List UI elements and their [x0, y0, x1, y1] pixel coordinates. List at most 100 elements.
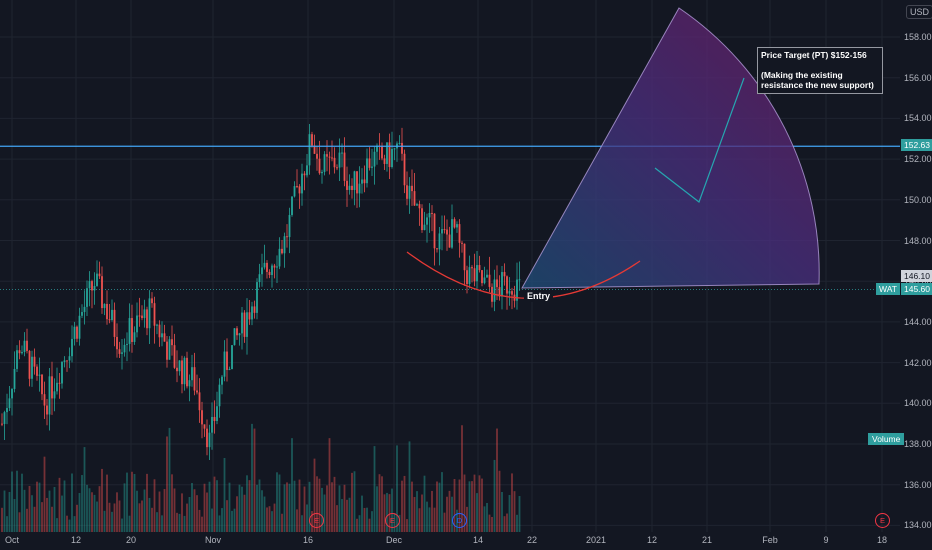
volume-bar — [301, 515, 303, 532]
volume-bar — [33, 506, 36, 532]
candle-body — [198, 392, 201, 411]
volume-bar — [328, 438, 331, 532]
candle-body — [236, 328, 238, 336]
volume-bar — [86, 484, 88, 532]
time-tick: Feb — [762, 535, 778, 545]
entry-label[interactable]: Entry — [524, 290, 554, 302]
currency-label[interactable]: USD — [906, 5, 932, 19]
volume-bar — [408, 441, 411, 532]
time-axis[interactable]: Oct 12 20 Nov 16 Dec 14 22 2021 12 21 Feb 9 18 — [0, 532, 932, 550]
dividend-event-icon[interactable]: D — [452, 513, 467, 528]
volume-bar — [181, 493, 183, 532]
candle-body — [486, 274, 488, 278]
volume-bar — [216, 480, 218, 532]
volume-bar — [146, 473, 148, 532]
candle-body — [428, 212, 431, 218]
volume-bar — [131, 471, 133, 532]
volume-bar — [391, 488, 393, 532]
earnings-event-icon[interactable]: E — [309, 513, 324, 528]
earnings-event-icon[interactable]: E — [385, 513, 400, 528]
volume-bar — [453, 478, 456, 532]
candle-body — [191, 367, 193, 381]
volume-bar — [268, 506, 271, 532]
volume-bar — [491, 516, 493, 532]
volume-bar — [1, 507, 3, 532]
volume-bar — [448, 490, 451, 532]
volume-bar — [351, 472, 353, 532]
candle-body — [156, 324, 158, 326]
price-tick: 148.00 — [904, 235, 932, 246]
volume-bar — [278, 474, 281, 532]
candle-body — [376, 145, 378, 152]
volume-bar — [358, 515, 361, 532]
candle-body — [118, 349, 121, 354]
candle-body — [61, 361, 63, 384]
volume-bar — [488, 514, 491, 532]
candle-body — [216, 406, 218, 421]
volume-bar — [383, 494, 386, 532]
volume-bar — [333, 476, 336, 532]
candle-body — [183, 357, 186, 385]
candle-body — [466, 270, 468, 284]
candle-body — [471, 267, 473, 269]
candle-body — [356, 171, 358, 194]
volume-bar — [471, 481, 473, 532]
volume-bar — [516, 514, 518, 532]
last-price-label: 145.60 — [901, 283, 932, 295]
price-tick: 150.00 — [904, 194, 932, 205]
candle-body — [256, 282, 258, 313]
earnings-event-icon[interactable]: E — [875, 513, 890, 528]
volume-bar — [83, 447, 86, 532]
candle-body — [411, 185, 413, 192]
volume-bar — [286, 482, 288, 532]
price-target-note[interactable]: Price Target (PT) $152-156 (Making the e… — [757, 47, 883, 94]
time-tick: 18 — [876, 535, 888, 545]
candle-body — [73, 326, 76, 339]
volume-bar — [133, 473, 136, 532]
volume-bar — [483, 506, 486, 532]
volume-bar — [243, 494, 246, 532]
candle-body — [196, 390, 198, 393]
candle-body — [326, 154, 328, 157]
candle-body — [1, 423, 3, 425]
volume-bar — [401, 480, 403, 532]
chart-area[interactable] — [0, 0, 900, 532]
candle-body — [33, 356, 36, 367]
volume-bar — [508, 495, 511, 532]
candle-body — [398, 142, 401, 144]
candle-body — [468, 267, 471, 284]
candle-body — [271, 265, 273, 276]
volume-bar — [281, 513, 283, 532]
candle-body — [211, 416, 213, 433]
candle-body — [323, 154, 326, 172]
volume-bar — [501, 492, 503, 532]
time-tick: 14 — [472, 535, 484, 545]
price-axis[interactable]: 158.00 156.00 154.00 152.00 150.00 148.00 146.… — [900, 0, 932, 532]
candle-body — [173, 345, 176, 368]
volume-bar — [138, 503, 141, 532]
volume-bar — [121, 518, 123, 532]
candle-body — [136, 315, 138, 333]
volume-bar — [313, 458, 316, 532]
price-tick: 134.00 — [904, 520, 932, 531]
volume-tag[interactable]: Volume — [868, 433, 905, 445]
volume-bar — [148, 497, 151, 532]
volume-bar — [261, 490, 263, 532]
candle-body — [141, 315, 143, 319]
volume-bar — [188, 496, 191, 532]
volume-bar — [183, 515, 186, 532]
volume-bar — [513, 491, 516, 532]
candle-body — [456, 224, 458, 228]
volume-bar — [258, 479, 261, 532]
candle-body — [403, 153, 406, 186]
candle-body — [96, 273, 98, 286]
candle-body — [501, 272, 503, 297]
volume-bar — [263, 496, 266, 532]
price-chart[interactable] — [0, 0, 900, 532]
volume-bar — [141, 500, 143, 532]
volume-bar — [223, 457, 226, 532]
volume-bar — [266, 507, 268, 532]
volume-bar — [293, 480, 296, 532]
candle-body — [116, 336, 118, 350]
candle-body — [431, 212, 433, 214]
